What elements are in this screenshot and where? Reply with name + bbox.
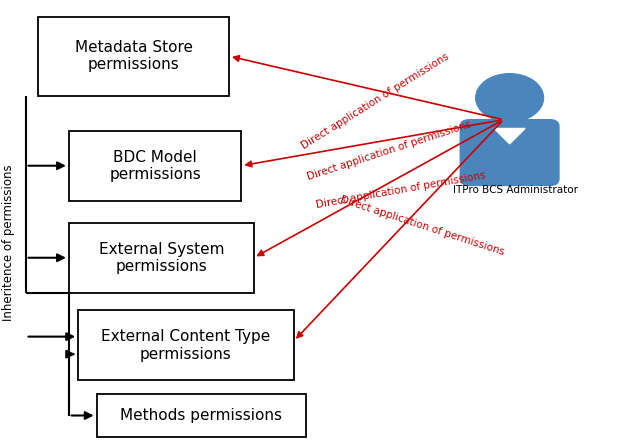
FancyBboxPatch shape <box>38 17 229 96</box>
Text: Direct application of permissions: Direct application of permissions <box>315 171 486 210</box>
Text: Direct application of permissions: Direct application of permissions <box>338 194 505 257</box>
Text: ITPro BCS Administrator: ITPro BCS Administrator <box>453 186 578 195</box>
Text: Methods permissions: Methods permissions <box>120 408 282 423</box>
Text: BDC Model
permissions: BDC Model permissions <box>109 149 201 182</box>
FancyBboxPatch shape <box>78 310 294 381</box>
FancyBboxPatch shape <box>460 120 559 186</box>
Text: External Content Type
permissions: External Content Type permissions <box>101 329 271 362</box>
Circle shape <box>476 74 544 122</box>
Text: Direct application of permissions: Direct application of permissions <box>300 52 451 151</box>
Polygon shape <box>494 128 525 144</box>
Text: External System
permissions: External System permissions <box>98 242 224 274</box>
Text: Metadata Store
permissions: Metadata Store permissions <box>75 40 193 72</box>
FancyBboxPatch shape <box>69 131 241 201</box>
FancyBboxPatch shape <box>96 394 306 437</box>
Text: Direct application of permissions: Direct application of permissions <box>306 120 473 183</box>
Text: Inheritence of permissions: Inheritence of permissions <box>2 164 16 321</box>
FancyBboxPatch shape <box>69 223 254 293</box>
